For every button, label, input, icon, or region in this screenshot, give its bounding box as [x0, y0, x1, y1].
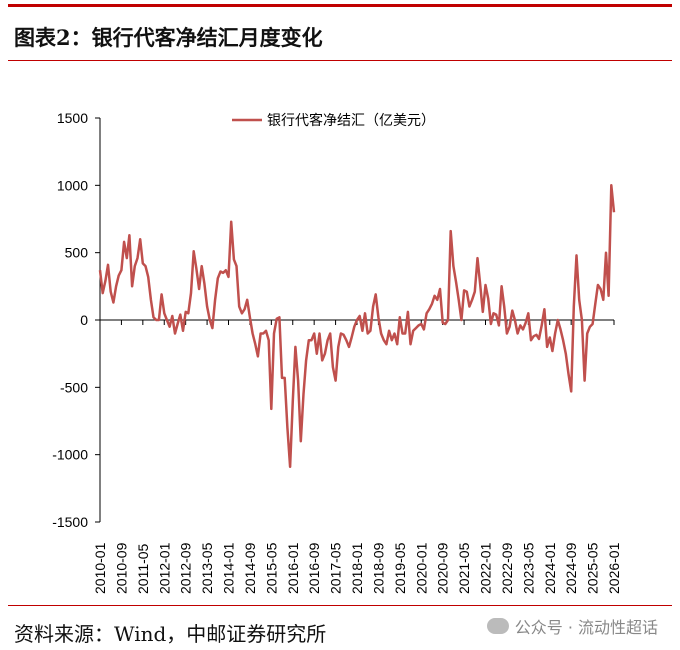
figure-title: 图表2：银行代客净结汇月度变化 [14, 25, 323, 50]
series-line [98, 184, 616, 469]
x-tick-label: 2020-09 [435, 542, 451, 594]
watermark-text: 公众号 · 流动性超话 [514, 618, 658, 637]
y-tick-label: -500 [60, 379, 88, 395]
title-rule [8, 60, 672, 61]
x-tick-label: 2026-01 [606, 542, 622, 594]
x-tick-label: 2020-01 [413, 542, 429, 594]
x-tick-label: 2016-09 [306, 542, 322, 594]
series-line-group [98, 184, 616, 469]
y-tick-label: 0 [80, 312, 88, 328]
y-tick-label: -1500 [52, 514, 88, 530]
footer-rule [8, 605, 672, 606]
source-note: 资料来源：Wind，中邮证券研究所 [14, 622, 327, 646]
wechat-icon [486, 618, 509, 634]
x-tick-label: 2017-05 [328, 542, 344, 594]
x-tick-label: 2015-05 [263, 542, 279, 594]
top-rule [8, 4, 672, 7]
x-tick-label: 2016-01 [285, 542, 301, 594]
legend-label: 银行代客净结汇（亿美元） [267, 112, 435, 128]
y-tick-label: 1000 [57, 177, 88, 193]
x-tick-label: 2025-05 [585, 542, 601, 594]
x-tick-label: 2011-05 [135, 543, 151, 594]
x-tick-label: 2018-09 [370, 542, 386, 594]
y-tick-label: 1500 [57, 110, 88, 126]
x-tick-label: 2023-05 [520, 542, 536, 594]
x-tick-label: 2024-09 [563, 542, 579, 594]
x-tick-label: 2014-09 [242, 542, 258, 594]
x-tick-label: 2010-01 [92, 542, 108, 594]
x-tick-label: 2022-09 [499, 542, 515, 594]
x-tick-label: 2018-01 [349, 542, 365, 594]
x-tick-label: 2014-01 [221, 542, 237, 594]
y-tick-label: -1000 [52, 447, 88, 463]
x-tick-label: 2022-01 [478, 542, 494, 594]
x-tick-label: 2012-09 [178, 542, 194, 594]
x-tick-label: 2012-01 [156, 542, 172, 594]
x-tick-label: 2013-05 [199, 542, 215, 594]
x-tick-label: 2010-09 [113, 542, 129, 594]
x-tick-label: 2024-01 [542, 542, 558, 594]
x-tick-label: 2021-05 [456, 542, 472, 594]
x-tick-label: 2019-05 [392, 542, 408, 594]
y-tick-label: 500 [65, 245, 89, 261]
legend: 银行代客净结汇（亿美元） [232, 112, 435, 128]
watermark: 公众号 · 流动性超话 [486, 614, 658, 638]
